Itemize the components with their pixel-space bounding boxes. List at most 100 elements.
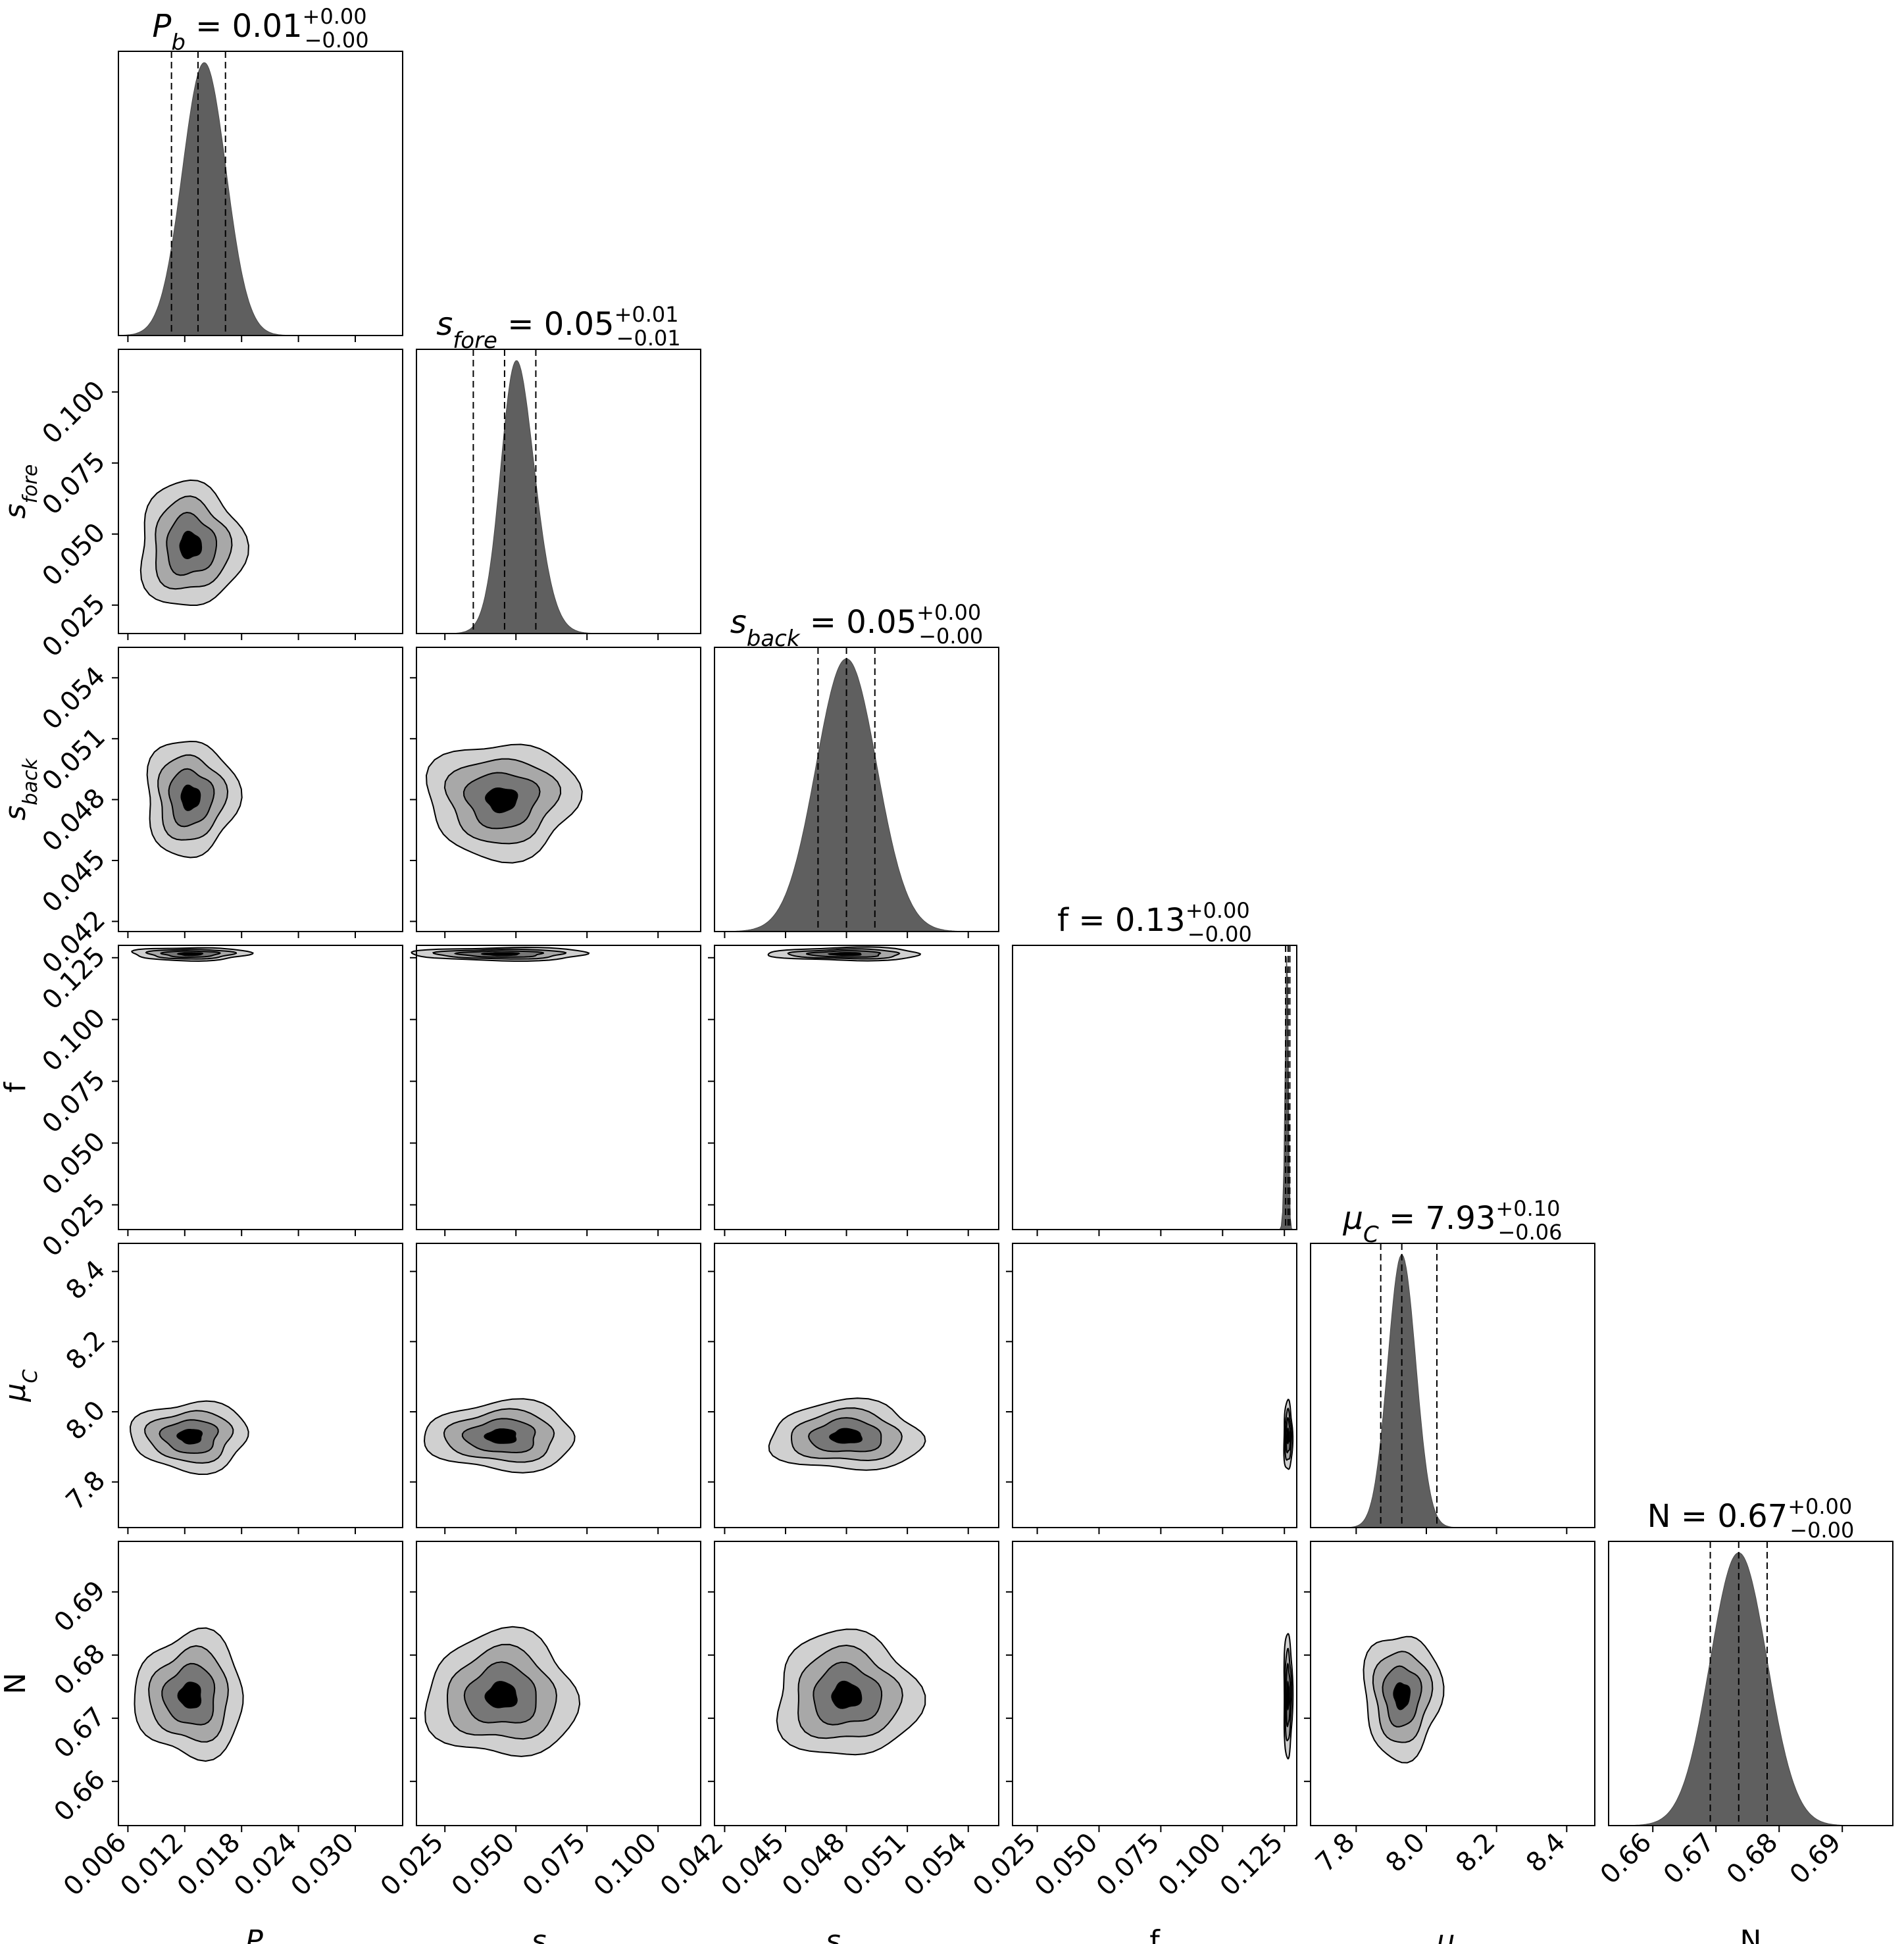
joint-panel-muC-vs-f xyxy=(1006,1243,1297,1534)
y-tick-label-muC: 7.8 xyxy=(61,1465,112,1516)
y-tick-label-sback: 0.048 xyxy=(37,783,112,858)
axis-label-main: μ xyxy=(0,1383,32,1402)
panel-frame xyxy=(714,647,999,932)
y-tick-label-f: 0.075 xyxy=(37,1064,112,1139)
contour-level-4 xyxy=(481,952,520,957)
x-tick-label-sback: 0.042 xyxy=(655,1828,730,1903)
title-minus: −0.00 xyxy=(305,28,369,53)
panel-frame xyxy=(1012,1541,1297,1826)
axis-label-main: N xyxy=(0,1673,32,1695)
contour-level-4 xyxy=(180,784,201,811)
axis-label-sub: back xyxy=(19,757,42,805)
y-tick-label-sback: 0.054 xyxy=(37,661,112,736)
y-tick-label-muC: 8.2 xyxy=(61,1325,112,1376)
panel-title-sback: sback = 0.05+0.00 −0.00 xyxy=(730,600,984,652)
joint-panel-muC-vs-Pb: 7.8 8.0 8.2 8.4 xyxy=(61,1243,403,1534)
axis-label-muC: μC xyxy=(1436,1924,1469,1944)
title-symbol-sub: b xyxy=(171,30,186,56)
contour-level-4 xyxy=(484,1428,517,1444)
histogram-muC xyxy=(1311,1254,1595,1528)
y-tick-label-muC: 8.4 xyxy=(61,1255,112,1306)
contour-level-4 xyxy=(176,1429,203,1445)
x-tick-label-f: 0.050 xyxy=(1029,1828,1104,1903)
title-plus: +0.00 xyxy=(1788,1494,1852,1519)
title-plus: +0.00 xyxy=(916,600,981,625)
title-plus: +0.00 xyxy=(1186,898,1250,923)
x-tick-label-Pb: 0.012 xyxy=(114,1828,189,1903)
axis-label-f: f xyxy=(0,1082,32,1093)
axis-label-N: N xyxy=(1740,1924,1762,1944)
title-symbol: μ xyxy=(1342,1200,1363,1237)
x-tick-label-sback: 0.048 xyxy=(776,1828,851,1903)
joint-panel-f-vs-sback xyxy=(708,945,999,1236)
axis-label-Pb: Pb xyxy=(245,1924,276,1944)
panel-frame xyxy=(1310,1541,1595,1826)
x-tick-label-muC: 7.8 xyxy=(1310,1828,1361,1879)
panel-frame xyxy=(416,1541,701,1826)
title-minus: −0.00 xyxy=(1790,1518,1854,1543)
panel-title-N: N = 0.67+0.00 −0.00 xyxy=(1647,1494,1855,1543)
marginal-panel-Pb: Pb = 0.01+0.00 −0.00 xyxy=(118,4,403,342)
panel-frame xyxy=(416,349,701,634)
x-tick-label-sback: 0.051 xyxy=(838,1828,913,1903)
panel-frame xyxy=(118,945,403,1230)
x-tick-label-f: 0.125 xyxy=(1215,1828,1290,1903)
axis-label-main: f xyxy=(0,1082,32,1093)
title-plus: +0.10 xyxy=(1495,1196,1560,1221)
axis-label-main: N xyxy=(1740,1924,1762,1944)
x-tick-label-sback: 0.054 xyxy=(898,1828,973,1903)
x-tick-label-N: 0.69 xyxy=(1784,1828,1847,1891)
axis-label-f: f xyxy=(1149,1924,1161,1944)
axis-label-main: P xyxy=(245,1924,263,1944)
panel-frame xyxy=(1310,1243,1595,1528)
panel-frame xyxy=(714,1541,999,1826)
panel-frame xyxy=(1012,945,1297,1230)
axis-label-muC: μC xyxy=(0,1369,42,1402)
panel-title-muC: μC = 7.93+0.10 −0.06 xyxy=(1342,1196,1562,1248)
axis-label-sback: sback xyxy=(826,1924,889,1944)
title-symbol: P xyxy=(152,8,171,45)
x-tick-label-sfore: 0.050 xyxy=(446,1828,521,1903)
panel-frame xyxy=(1012,1243,1297,1528)
x-tick-label-f: 0.075 xyxy=(1091,1828,1166,1903)
marginal-panel-N: N = 0.67+0.00 −0.00 0.66 0.67 0.68 0.69 xyxy=(1595,1494,1893,1890)
x-tick-label-muC: 8.0 xyxy=(1380,1828,1432,1879)
panel-frame xyxy=(118,51,403,336)
panel-title-Pb: Pb = 0.01+0.00 −0.00 xyxy=(152,4,368,56)
y-tick-label-sfore: 0.050 xyxy=(37,517,112,592)
title-minus: −0.06 xyxy=(1497,1220,1562,1245)
contour-level-4 xyxy=(1286,1680,1290,1711)
y-tick-label-muC: 8.0 xyxy=(61,1395,112,1447)
panel-title-f: f = 0.13+0.00 −0.00 xyxy=(1057,898,1252,947)
y-tick-label-sfore: 0.025 xyxy=(37,588,112,663)
title-value: = 0.01 xyxy=(186,8,303,45)
title-symbol: s xyxy=(730,604,747,641)
x-tick-label-muC: 8.2 xyxy=(1450,1828,1501,1879)
y-tick-label-N: 0.67 xyxy=(49,1701,112,1764)
x-tick-label-N: 0.66 xyxy=(1595,1828,1658,1891)
panel-frame xyxy=(118,349,403,634)
contour-level-4 xyxy=(1286,1427,1290,1445)
title-value: = 7.93 xyxy=(1379,1200,1496,1237)
panel-frame xyxy=(118,1541,403,1826)
axis-label-sub: C xyxy=(19,1369,42,1383)
y-tick-label-N: 0.69 xyxy=(49,1575,112,1638)
x-tick-label-sfore: 0.100 xyxy=(588,1828,663,1903)
y-tick-label-sfore: 0.100 xyxy=(37,375,112,450)
marginal-panel-f: f = 0.13+0.00 −0.00 xyxy=(1012,898,1297,1236)
joint-panel-sback-vs-sfore xyxy=(410,647,701,938)
histogram-sfore xyxy=(416,360,701,634)
y-tick-label-f: 0.050 xyxy=(37,1126,112,1201)
x-tick-label-sfore: 0.075 xyxy=(517,1828,592,1903)
y-tick-label-f: 0.100 xyxy=(37,1003,112,1078)
axis-label-main: s xyxy=(0,805,32,820)
contour-level-4 xyxy=(831,1680,863,1709)
y-tick-label-f: 0.025 xyxy=(37,1188,112,1263)
panel-frame xyxy=(416,647,701,932)
